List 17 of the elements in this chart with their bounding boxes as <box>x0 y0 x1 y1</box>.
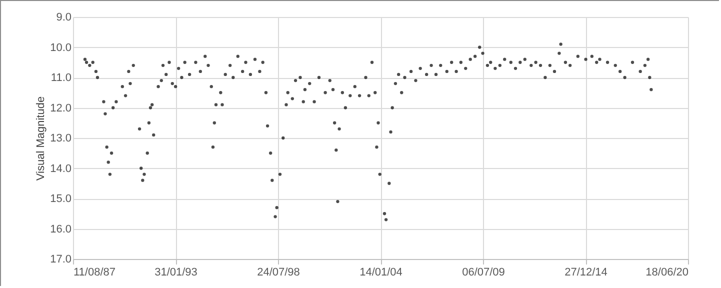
y-tick-label: 13.0 <box>50 132 72 144</box>
y-tick-label: 14.0 <box>50 162 72 175</box>
x-tick-label: 11/08/87 <box>74 266 116 278</box>
y-tick-label: 11.0 <box>50 72 72 84</box>
x-tick-label: 06/07/09 <box>462 266 505 278</box>
x-tick-label: 14/01/04 <box>360 266 402 278</box>
y-tick-label: 16.0 <box>50 223 72 236</box>
y-axis-title: Visual Magnitude <box>35 96 48 181</box>
x-tick-label: 24/07/98 <box>257 266 300 278</box>
x-tick-label: 31/01/93 <box>154 266 198 278</box>
y-tick-label: 17.0 <box>50 254 72 266</box>
x-tick-label: 27/12/14 <box>564 266 608 278</box>
y-tick-label: 10.0 <box>50 42 72 54</box>
y-tick-label: 9.0 <box>56 12 72 24</box>
x-tick-label: 18/06/20 <box>646 266 688 278</box>
y-tick-label: 12.0 <box>50 102 72 114</box>
y-tick-label: 15.0 <box>50 193 72 205</box>
